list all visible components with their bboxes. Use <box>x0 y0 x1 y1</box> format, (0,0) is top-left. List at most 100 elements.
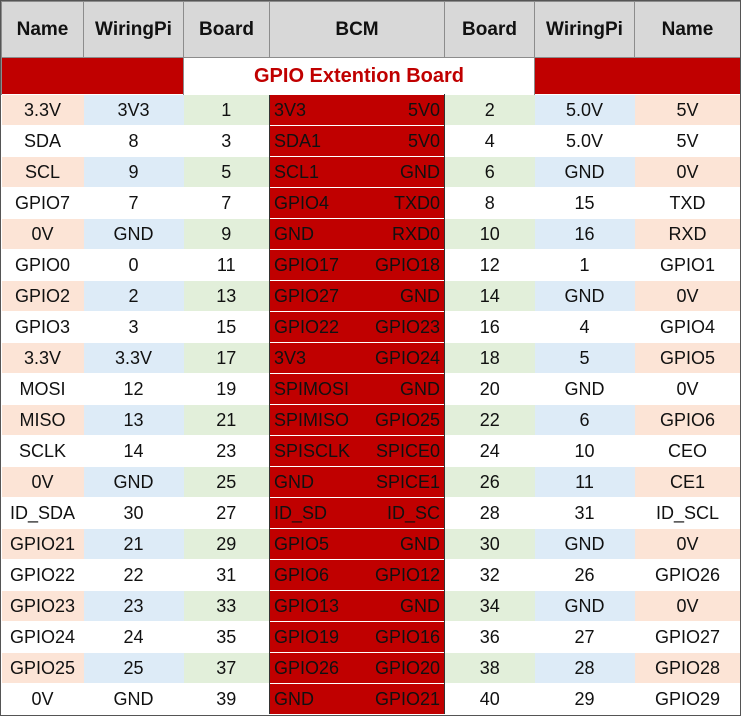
right-board-cell: 14 <box>444 280 535 312</box>
left-board-cell: 5 <box>183 156 270 188</box>
right-name-cell: 0V <box>634 373 741 405</box>
right-wiringpi-cell: GND <box>534 280 635 312</box>
table-row: GPIO21 21 29 GPIO5 GND 30 GND 0V <box>1 528 741 560</box>
right-wiringpi-cell: 29 <box>534 683 635 714</box>
right-name-cell: GPIO27 <box>634 621 741 653</box>
left-name-cell: GPIO23 <box>1 590 84 622</box>
right-board-cell: 2 <box>444 94 535 126</box>
left-bcm-cell: GPIO22 <box>269 311 358 343</box>
right-wiringpi-cell: 1 <box>534 249 635 281</box>
left-bcm-cell: SPIMOSI <box>269 373 358 405</box>
left-bcm-cell: GPIO27 <box>269 280 358 312</box>
right-name-cell: RXD <box>634 218 741 250</box>
right-board-cell: 24 <box>444 435 535 467</box>
header-left-board: Board <box>183 1 270 58</box>
right-wiringpi-cell: 5.0V <box>534 125 635 157</box>
left-board-cell: 33 <box>183 590 270 622</box>
left-name-cell: GPIO3 <box>1 311 84 343</box>
right-wiringpi-cell: 5 <box>534 342 635 374</box>
left-wiringpi-cell: GND <box>83 466 184 498</box>
left-board-cell: 37 <box>183 652 270 684</box>
left-name-cell: GPIO22 <box>1 559 84 591</box>
right-board-cell: 20 <box>444 373 535 405</box>
table-row: 3.3V 3V3 1 3V3 5V0 2 5.0V 5V <box>1 94 741 126</box>
left-board-cell: 21 <box>183 404 270 436</box>
right-bcm-cell: ID_SC <box>357 497 445 529</box>
left-bcm-cell: GND <box>269 466 358 498</box>
table-row: 0V GND 39 GND GPIO21 40 29 GPIO29 <box>1 683 741 714</box>
left-name-cell: MISO <box>1 404 84 436</box>
left-board-cell: 11 <box>183 249 270 281</box>
left-bcm-cell: GND <box>269 218 358 250</box>
right-name-cell: CE1 <box>634 466 741 498</box>
left-wiringpi-cell: 30 <box>83 497 184 529</box>
right-bcm-cell: GND <box>357 156 445 188</box>
left-name-cell: SCLK <box>1 435 84 467</box>
left-name-cell: GPIO2 <box>1 280 84 312</box>
right-wiringpi-cell: 31 <box>534 497 635 529</box>
left-board-cell: 25 <box>183 466 270 498</box>
right-bcm-cell: GND <box>357 528 445 560</box>
right-wiringpi-cell: GND <box>534 373 635 405</box>
right-wiringpi-cell: 11 <box>534 466 635 498</box>
right-bcm-cell: GND <box>357 590 445 622</box>
left-bcm-cell: GND <box>269 683 358 714</box>
left-board-cell: 39 <box>183 683 270 714</box>
left-wiringpi-cell: 23 <box>83 590 184 622</box>
right-board-cell: 6 <box>444 156 535 188</box>
left-name-cell: GPIO25 <box>1 652 84 684</box>
right-wiringpi-cell: 6 <box>534 404 635 436</box>
left-name-cell: 0V <box>1 218 84 250</box>
right-bcm-cell: GPIO23 <box>357 311 445 343</box>
right-wiringpi-cell: GND <box>534 156 635 188</box>
table-row: 3.3V 3.3V 17 3V3 GPIO24 18 5 GPIO5 <box>1 342 741 374</box>
right-wiringpi-cell: 26 <box>534 559 635 591</box>
left-wiringpi-cell: 2 <box>83 280 184 312</box>
right-name-cell: 0V <box>634 528 741 560</box>
right-wiringpi-cell: 10 <box>534 435 635 467</box>
left-name-cell: 0V <box>1 683 84 714</box>
left-bcm-cell: GPIO17 <box>269 249 358 281</box>
left-name-cell: GPIO0 <box>1 249 84 281</box>
left-bcm-cell: 3V3 <box>269 94 358 126</box>
right-board-cell: 28 <box>444 497 535 529</box>
left-wiringpi-cell: 12 <box>83 373 184 405</box>
right-board-cell: 8 <box>444 187 535 219</box>
right-wiringpi-cell: 4 <box>534 311 635 343</box>
right-wiringpi-cell: 15 <box>534 187 635 219</box>
right-name-cell: GPIO28 <box>634 652 741 684</box>
right-board-cell: 40 <box>444 683 535 714</box>
right-wiringpi-cell: 27 <box>534 621 635 653</box>
right-wiringpi-cell: 16 <box>534 218 635 250</box>
left-wiringpi-cell: 25 <box>83 652 184 684</box>
left-bcm-cell: GPIO13 <box>269 590 358 622</box>
right-bcm-cell: GPIO25 <box>357 404 445 436</box>
header-right-wiringpi: WiringPi <box>534 1 635 58</box>
left-bcm-cell: SPISCLK <box>269 435 358 467</box>
header-left-wiringpi: WiringPi <box>83 1 184 58</box>
left-wiringpi-cell: 0 <box>83 249 184 281</box>
right-board-cell: 22 <box>444 404 535 436</box>
banner-title: GPIO Extention Board <box>183 57 535 95</box>
header-left-name: Name <box>1 1 84 58</box>
table-row: SCL 9 5 SCL1 GND 6 GND 0V <box>1 156 741 188</box>
table-row: GPIO0 0 11 GPIO17 GPIO18 12 1 GPIO1 <box>1 249 741 281</box>
left-wiringpi-cell: 21 <box>83 528 184 560</box>
left-name-cell: SCL <box>1 156 84 188</box>
right-name-cell: 5V <box>634 125 741 157</box>
table-row: ID_SDA 30 27 ID_SD ID_SC 28 31 ID_SCL <box>1 497 741 529</box>
left-board-cell: 1 <box>183 94 270 126</box>
right-board-cell: 32 <box>444 559 535 591</box>
header-bcm: BCM <box>269 1 445 58</box>
right-bcm-cell: 5V0 <box>357 125 445 157</box>
right-board-cell: 4 <box>444 125 535 157</box>
right-bcm-cell: GND <box>357 373 445 405</box>
table-row: GPIO24 24 35 GPIO19 GPIO16 36 27 GPIO27 <box>1 621 741 653</box>
left-wiringpi-cell: GND <box>83 218 184 250</box>
left-board-cell: 23 <box>183 435 270 467</box>
table-row: GPIO25 25 37 GPIO26 GPIO20 38 28 GPIO28 <box>1 652 741 684</box>
table-row: SCLK 14 23 SPISCLK SPICE0 24 10 CEO <box>1 435 741 467</box>
left-board-cell: 27 <box>183 497 270 529</box>
